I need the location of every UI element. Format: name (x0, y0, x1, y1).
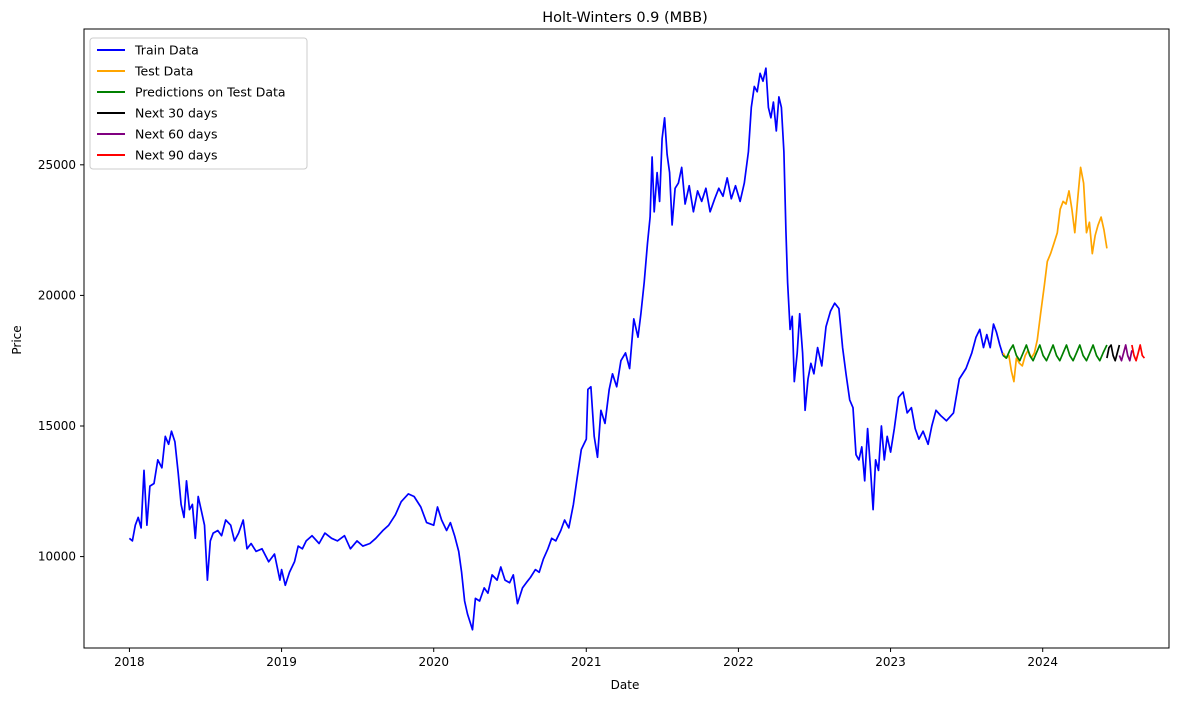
legend-label: Test Data (134, 64, 193, 79)
legend-label: Predictions on Test Data (135, 85, 286, 100)
y-tick-label: 25000 (38, 158, 76, 172)
y-axis-title: Price (10, 325, 24, 354)
y-axis: 10000 15000 20000 25000 (38, 158, 84, 564)
series-line-3 (1106, 344, 1121, 362)
series-line-4 (1118, 344, 1133, 362)
x-tick-label: 2018 (114, 655, 145, 669)
y-tick-label: 15000 (38, 419, 76, 433)
chart-title: Holt-Winters 0.9 (MBB) (542, 10, 708, 26)
legend-box (89, 37, 308, 170)
y-tick-label: 20000 (38, 288, 76, 302)
legend: Train Data Test Data Predictions on Test D… (89, 37, 308, 170)
y-tick-label: 10000 (38, 550, 76, 564)
x-tick-label: 2022 (723, 655, 754, 669)
legend-label: Next 30 days (135, 106, 217, 121)
x-tick-label: 2021 (571, 655, 602, 669)
series-layer (128, 67, 1146, 631)
x-axis-title: Date (611, 678, 640, 692)
series-line-2 (1002, 344, 1108, 362)
legend-label: Next 90 days (135, 148, 217, 163)
series-line-1 (1002, 166, 1108, 383)
x-tick-label: 2024 (1027, 655, 1058, 669)
series-line-5 (1131, 344, 1146, 362)
series-line-0 (128, 67, 1004, 631)
x-tick-label: 2019 (266, 655, 297, 669)
legend-label: Next 60 days (135, 127, 217, 142)
x-tick-label: 2023 (875, 655, 906, 669)
x-axis: 2018 2019 2020 2021 2022 2023 2024 (114, 648, 1058, 669)
legend-label: Train Data (134, 43, 199, 58)
x-tick-label: 2020 (418, 655, 449, 669)
